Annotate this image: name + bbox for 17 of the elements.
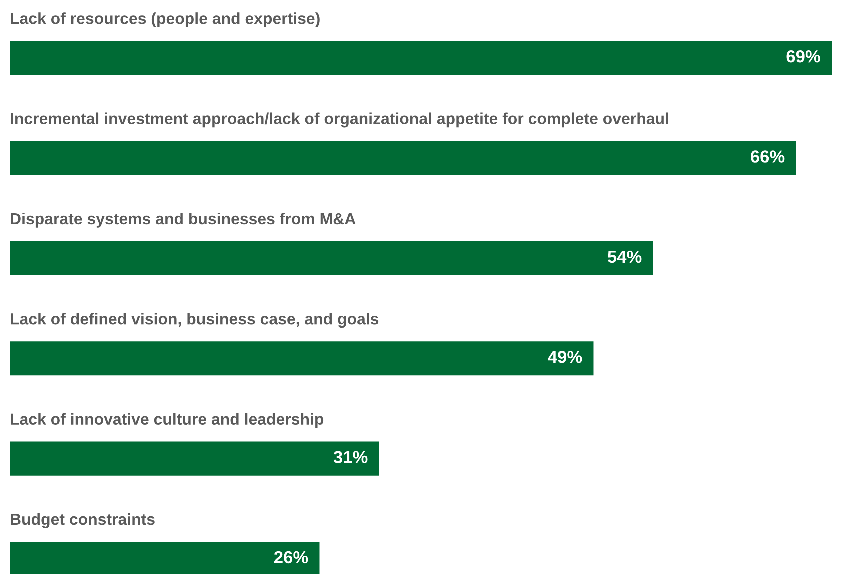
- y-tick-label: Incremental investment approach/lack of organizational appetite for complete overhaul: [11, 112, 668, 128]
- bar: [10, 41, 832, 76]
- data-label: 49%: [548, 350, 582, 364]
- data-label: 54%: [608, 250, 642, 264]
- data-label: 31%: [334, 451, 368, 464]
- bar: [10, 241, 654, 276]
- y-tick-label: Disparate systems and businesses from M&A: [11, 212, 356, 228]
- y-tick-label: Lack of resources (people and expertise): [11, 12, 320, 28]
- bar: [10, 442, 380, 476]
- data-label: 66%: [751, 150, 785, 163]
- y-tick-label: Lack of innovative culture and leadership: [11, 413, 324, 428]
- data-label: 26%: [274, 551, 308, 564]
- y-tick-label: Lack of defined vision, business case, and goals: [11, 313, 379, 328]
- y-tick-label: Budget constraints: [11, 513, 155, 528]
- bar: [10, 342, 594, 376]
- bar: [10, 141, 796, 176]
- data-label: 69%: [786, 50, 820, 63]
